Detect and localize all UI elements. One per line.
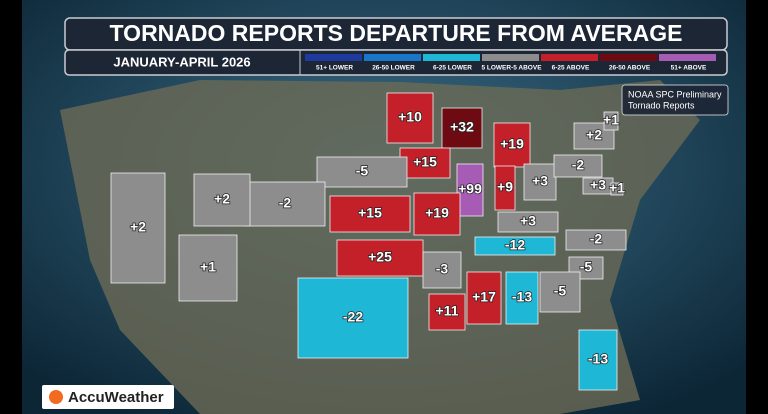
region xyxy=(493,122,531,168)
region xyxy=(494,165,516,211)
region-label: +2 xyxy=(130,219,146,235)
region xyxy=(505,271,539,325)
legend-label: 26-50 LOWER xyxy=(372,65,415,72)
region xyxy=(244,181,326,227)
region xyxy=(441,107,483,149)
region-label: -13 xyxy=(512,289,532,305)
region-label: -2 xyxy=(279,195,292,211)
region-label: +19 xyxy=(500,136,524,152)
region xyxy=(413,192,461,236)
legend: 51+ LOWER 26-50 LOWER 6-25 LOWER 5 LOWER-5 … xyxy=(305,54,716,72)
region-label: +1 xyxy=(200,259,216,275)
region xyxy=(428,293,466,331)
legend-label: 51+ ABOVE xyxy=(671,65,707,72)
region xyxy=(497,211,559,233)
region-label: +19 xyxy=(425,205,449,221)
region-label: +11 xyxy=(436,303,459,319)
region-label: -13 xyxy=(588,351,608,367)
region xyxy=(565,229,627,251)
region-label: +3 xyxy=(590,177,606,193)
region-label: +3 xyxy=(532,173,548,189)
title: TORNADO REPORTS DEPARTURE FROM AVERAGE xyxy=(110,20,683,46)
note-line: Tornado Reports xyxy=(628,100,695,110)
legend-label: 6-25 ABOVE xyxy=(552,65,590,72)
region xyxy=(316,156,408,188)
note-box xyxy=(621,84,729,116)
logo-icon xyxy=(49,390,63,404)
subtitle: JANUARY-APRIL 2026 xyxy=(113,54,250,69)
region-label: -5 xyxy=(554,283,567,299)
region xyxy=(193,173,251,227)
region xyxy=(110,172,166,284)
region-label: +1 xyxy=(603,112,619,128)
region-label: +25 xyxy=(368,249,392,265)
region xyxy=(456,163,484,217)
legend-label: 51+ LOWER xyxy=(316,65,353,72)
region-label: -5 xyxy=(580,259,593,275)
regions: +10+32+19+15+99 +9 +3+15 +19-5-2+2+2+1+25-3… xyxy=(110,92,627,391)
region xyxy=(539,271,581,313)
region-label: +1 xyxy=(609,180,625,196)
region-label: -22 xyxy=(343,309,363,325)
region-label: +3 xyxy=(520,213,536,229)
region-label: +15 xyxy=(358,205,382,221)
region xyxy=(297,277,409,359)
legend-swatch xyxy=(600,54,657,61)
region-label: +10 xyxy=(398,109,422,125)
region xyxy=(578,329,618,391)
region-label: +99 xyxy=(458,181,482,197)
region xyxy=(386,92,434,144)
region xyxy=(553,154,603,178)
region xyxy=(466,271,502,325)
legend-swatch xyxy=(541,54,598,61)
region xyxy=(603,111,619,131)
region-label: +9 xyxy=(497,179,513,195)
region xyxy=(474,236,556,256)
legend-label: 6-25 LOWER xyxy=(433,65,472,72)
region xyxy=(178,234,238,302)
region-label: -2 xyxy=(572,157,585,173)
region xyxy=(610,182,624,196)
region-label: -12 xyxy=(505,237,525,253)
legend-label: 26-50 ABOVE xyxy=(609,65,651,72)
region-label: -5 xyxy=(356,163,369,179)
legend-swatch xyxy=(364,54,421,61)
region xyxy=(399,147,451,179)
logo: AccuWeather xyxy=(68,389,164,406)
region-label: -2 xyxy=(590,231,603,247)
legend-label: 5 LOWER-5 ABOVE xyxy=(481,65,542,72)
region xyxy=(329,195,411,233)
region-label: +32 xyxy=(450,119,474,135)
legend-swatch xyxy=(305,54,362,61)
region xyxy=(336,239,424,277)
region xyxy=(422,251,462,289)
note-line: NOAA SPC Preliminary xyxy=(628,89,722,99)
logo-box xyxy=(42,385,174,409)
legend-swatch xyxy=(659,54,716,61)
region-label: +17 xyxy=(472,289,496,305)
region-label: +2 xyxy=(214,191,230,207)
region-label: +15 xyxy=(413,154,437,170)
region-label: -3 xyxy=(436,261,449,277)
region xyxy=(523,163,557,201)
legend-swatch xyxy=(423,54,480,61)
region-label: +2 xyxy=(586,127,602,143)
legend-swatch xyxy=(482,54,539,61)
